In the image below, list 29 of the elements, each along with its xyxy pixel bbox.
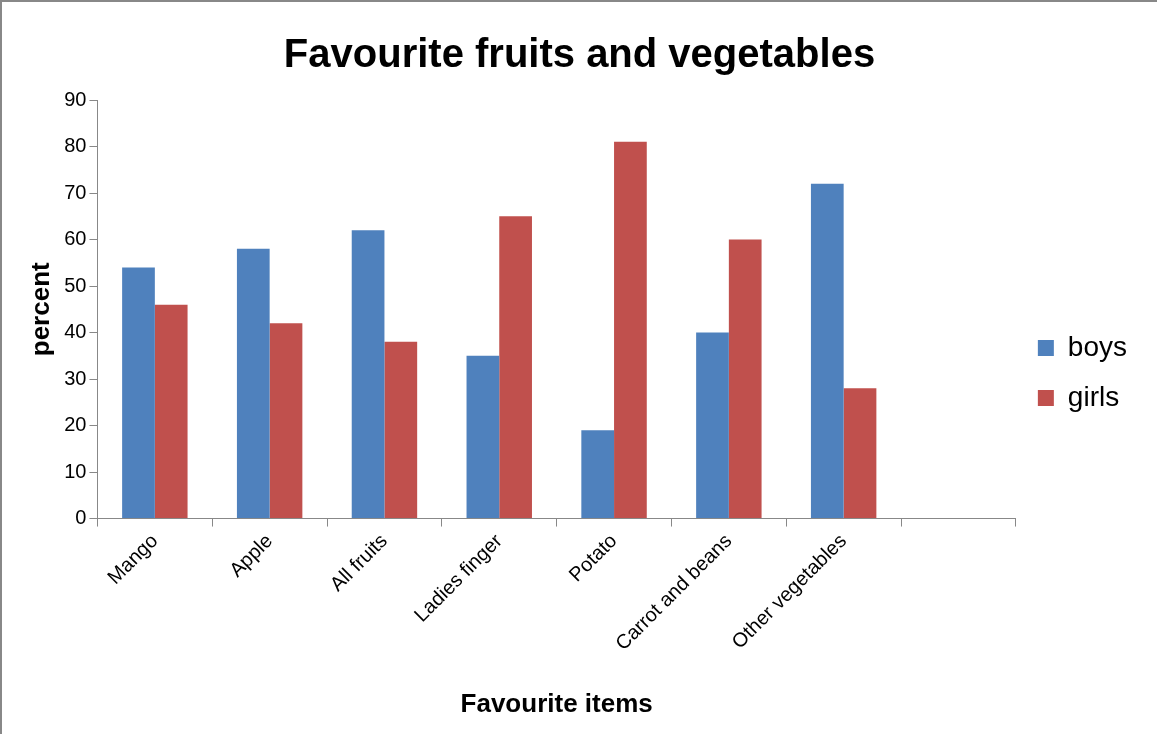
legend-label: girls xyxy=(1067,380,1120,412)
bar xyxy=(122,267,155,519)
bar xyxy=(269,323,303,519)
y-tick-label: 50 xyxy=(64,273,87,296)
y-tick-label: 20 xyxy=(64,413,87,436)
bar xyxy=(728,239,762,519)
y-tick-label: 10 xyxy=(64,459,87,482)
y-axis-title: percent xyxy=(24,261,55,357)
bar xyxy=(843,388,877,519)
x-axis-title: Favourite items xyxy=(460,687,653,718)
bar xyxy=(499,216,532,519)
bar xyxy=(696,332,729,519)
y-tick-label: 90 xyxy=(64,87,87,110)
bar xyxy=(351,230,385,519)
bar xyxy=(810,183,844,519)
y-tick-label: 0 xyxy=(75,506,87,529)
bar xyxy=(154,304,188,519)
bar xyxy=(384,341,418,519)
y-tick-label: 30 xyxy=(64,366,87,389)
bar xyxy=(466,355,500,519)
chart-title: Favourite fruits and vegetables xyxy=(283,31,876,76)
y-tick-label: 60 xyxy=(64,227,87,250)
bar xyxy=(581,430,615,519)
y-tick-label: 80 xyxy=(64,134,87,157)
bar xyxy=(236,248,270,519)
legend-label: boys xyxy=(1067,330,1128,362)
bar xyxy=(614,141,647,519)
y-tick-label: 70 xyxy=(64,180,87,203)
y-tick-label: 40 xyxy=(64,320,87,343)
